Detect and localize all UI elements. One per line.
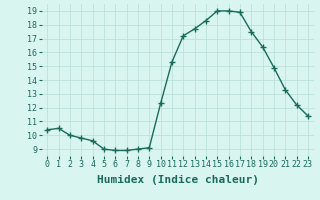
- X-axis label: Humidex (Indice chaleur): Humidex (Indice chaleur): [97, 175, 259, 185]
